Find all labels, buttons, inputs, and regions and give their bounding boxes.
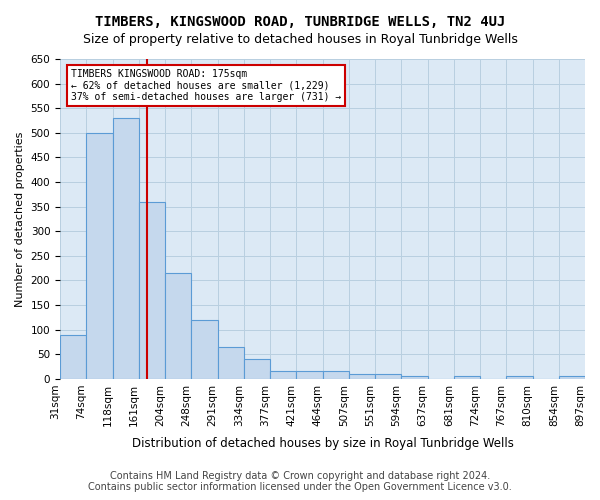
- Bar: [270, 370, 296, 379]
- Bar: [244, 359, 270, 379]
- Bar: [506, 376, 533, 379]
- Text: TIMBERS KINGSWOOD ROAD: 175sqm
← 62% of detached houses are smaller (1,229)
37% : TIMBERS KINGSWOOD ROAD: 175sqm ← 62% of …: [71, 68, 341, 102]
- Bar: [86, 133, 113, 379]
- X-axis label: Distribution of detached houses by size in Royal Tunbridge Wells: Distribution of detached houses by size …: [131, 437, 514, 450]
- Bar: [113, 118, 139, 379]
- Bar: [454, 376, 480, 379]
- Text: Size of property relative to detached houses in Royal Tunbridge Wells: Size of property relative to detached ho…: [83, 32, 517, 46]
- Bar: [349, 374, 375, 379]
- Bar: [60, 334, 86, 379]
- Bar: [165, 273, 191, 379]
- Bar: [218, 347, 244, 379]
- Text: TIMBERS, KINGSWOOD ROAD, TUNBRIDGE WELLS, TN2 4UJ: TIMBERS, KINGSWOOD ROAD, TUNBRIDGE WELLS…: [95, 15, 505, 29]
- Bar: [191, 320, 218, 379]
- Bar: [139, 202, 165, 379]
- Bar: [296, 370, 323, 379]
- Bar: [559, 376, 585, 379]
- Bar: [375, 374, 401, 379]
- Bar: [401, 376, 428, 379]
- Text: Contains HM Land Registry data © Crown copyright and database right 2024.
Contai: Contains HM Land Registry data © Crown c…: [88, 471, 512, 492]
- Bar: [323, 370, 349, 379]
- Y-axis label: Number of detached properties: Number of detached properties: [15, 132, 25, 306]
